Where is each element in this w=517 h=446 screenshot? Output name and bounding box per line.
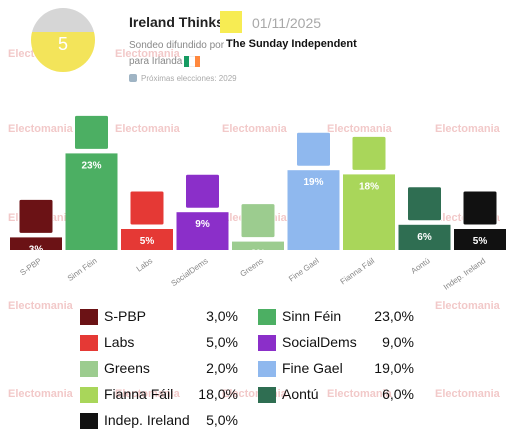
legend-party-name: S-PBP bbox=[104, 308, 147, 324]
labour-logo-icon bbox=[80, 335, 98, 351]
bar-aontu bbox=[398, 224, 451, 250]
badge-number: 5 bbox=[57, 34, 68, 54]
poll-badge: 5 bbox=[31, 8, 95, 72]
legend-party-name: Indep. Ireland bbox=[104, 412, 190, 428]
legend-party-name: Labs bbox=[104, 334, 135, 350]
watermark: Electomania bbox=[8, 123, 73, 135]
legend-item: Indep. Ireland 5,0% bbox=[80, 412, 250, 432]
bar-greens bbox=[232, 241, 284, 250]
legend-party-name: Fianna Fáil bbox=[104, 386, 174, 402]
watermark: Electomania bbox=[222, 123, 287, 135]
legend-item: Fine Gael 19,0% bbox=[258, 360, 428, 380]
legend-party-name: SocialDems bbox=[282, 334, 357, 350]
greens-logo-icon bbox=[240, 203, 276, 239]
bar-socialdems bbox=[176, 212, 229, 250]
legend-item: Greens 2,0% bbox=[80, 360, 250, 380]
value-label-greens: 2% bbox=[251, 249, 266, 260]
country-label: para Irlanda bbox=[129, 56, 183, 67]
bar-chart: 3%S-PBP 23% Sinn Féin 5% Labs 9% SocialDems 2%G… bbox=[10, 114, 506, 290]
indep-ireland-logo-icon bbox=[462, 190, 498, 226]
value-label-indep-ireland: 5% bbox=[473, 236, 488, 247]
sinn-fein-logo-icon bbox=[258, 309, 276, 325]
category-label-greens: Greens bbox=[238, 256, 265, 278]
greens-logo-icon bbox=[80, 361, 98, 377]
legend-item: Aontú 6,0% bbox=[258, 386, 428, 406]
legend-party-value: 5,0% bbox=[206, 412, 238, 428]
legend-party-name: Fine Gael bbox=[282, 360, 343, 376]
next-elections: Próximas elecciones: 2029 bbox=[141, 74, 237, 83]
ballot-box-icon bbox=[129, 74, 137, 82]
people-before-profit-logo-icon bbox=[80, 309, 98, 325]
watermark: Electomania bbox=[8, 388, 73, 400]
legend-item: Fianna Fáil 18,0% bbox=[80, 386, 250, 406]
legend-party-value: 6,0% bbox=[382, 386, 414, 402]
labs-logo-icon bbox=[129, 190, 165, 226]
legend-party-value: 19,0% bbox=[374, 360, 414, 376]
legend-item: Sinn Féin 23,0% bbox=[258, 308, 428, 328]
value-label-s-pbp: 3% bbox=[29, 244, 44, 255]
value-label-fianna-fail: 18% bbox=[359, 181, 379, 192]
poll-header: 5 Ireland Thinks 01/11/2025 Sondeo difun… bbox=[0, 0, 517, 100]
fine-gael-logo-icon bbox=[258, 361, 276, 377]
value-label-sinn-fein: 23% bbox=[81, 160, 101, 171]
fianna-fail-logo-icon bbox=[351, 135, 387, 171]
watermark: Electomania bbox=[435, 300, 500, 312]
category-label-aontu: Aontú bbox=[409, 256, 431, 275]
watermark: Electomania bbox=[435, 123, 500, 135]
socialdems-logo-icon bbox=[185, 173, 220, 209]
bar-labs bbox=[121, 229, 173, 250]
watermark: Electomania bbox=[115, 123, 180, 135]
legend-item: Labs 5,0% bbox=[80, 334, 250, 354]
legend-item: SocialDems 9,0% bbox=[258, 334, 428, 354]
fine-gael-logo-icon bbox=[296, 131, 331, 167]
legend-party-value: 23,0% bbox=[374, 308, 414, 324]
watermark: Electomania bbox=[115, 48, 180, 60]
category-label-fianna-fail: Fianna Fáil bbox=[339, 256, 377, 286]
bar-fianna-fail bbox=[343, 174, 395, 250]
aontu-logo-icon bbox=[407, 186, 442, 222]
category-label-sinn-fein: Sinn Féin bbox=[66, 256, 99, 283]
watermark: Electomania bbox=[435, 388, 500, 400]
watermark: Electomania bbox=[8, 300, 73, 312]
legend-item: S-PBP 3,0% bbox=[80, 308, 250, 328]
social-democrats-logo-icon bbox=[258, 335, 276, 351]
watermark: Electomania bbox=[327, 123, 392, 135]
legend-party-value: 3,0% bbox=[206, 308, 238, 324]
value-label-fine-gael: 19% bbox=[303, 177, 323, 188]
legend-party-value: 18,0% bbox=[198, 386, 238, 402]
ireland-flag-icon bbox=[184, 56, 200, 67]
legend-party-value: 2,0% bbox=[206, 360, 238, 376]
legend-party-value: 9,0% bbox=[382, 334, 414, 350]
independent-ireland-logo-icon bbox=[80, 413, 98, 429]
legend-party-name: Sinn Féin bbox=[282, 308, 342, 324]
category-label-fine-gael: Fine Gael bbox=[287, 256, 321, 283]
watermark: Electomania bbox=[327, 388, 392, 400]
sondeo-label: Sondeo difundido por bbox=[129, 40, 225, 51]
s-pbp-logo-icon bbox=[18, 198, 54, 234]
aontu-logo-icon bbox=[258, 387, 276, 403]
bar-indep-ireland bbox=[454, 229, 506, 250]
bar-s-pbp bbox=[10, 237, 62, 250]
category-label-labs: Labs bbox=[135, 256, 154, 273]
fianna-fail-logo-icon bbox=[80, 387, 98, 403]
category-label-socialdems: SocialDems bbox=[170, 256, 210, 288]
legend-party-name: Aontú bbox=[282, 386, 319, 402]
legend-party-value: 5,0% bbox=[206, 334, 238, 350]
watermark: Electomania bbox=[115, 388, 180, 400]
bar-sinn-fein bbox=[65, 153, 118, 250]
pollster-color-square bbox=[220, 11, 242, 33]
value-label-socialdems: 9% bbox=[195, 219, 210, 230]
category-label-indep-ireland: Indep. Ireland bbox=[442, 256, 487, 290]
legend-party-name: Greens bbox=[104, 360, 150, 376]
value-label-labs: 5% bbox=[140, 236, 155, 247]
newspaper-name: The Sunday Independent bbox=[226, 38, 357, 50]
poll-date: 01/11/2025 bbox=[252, 15, 322, 31]
sinn-fein-logo-icon bbox=[74, 114, 109, 150]
bar-fine-gael bbox=[287, 170, 340, 250]
pollster-name: Ireland Thinks bbox=[129, 14, 224, 30]
category-label-s-pbp: S-PBP bbox=[18, 256, 43, 277]
value-label-aontu: 6% bbox=[417, 232, 432, 243]
